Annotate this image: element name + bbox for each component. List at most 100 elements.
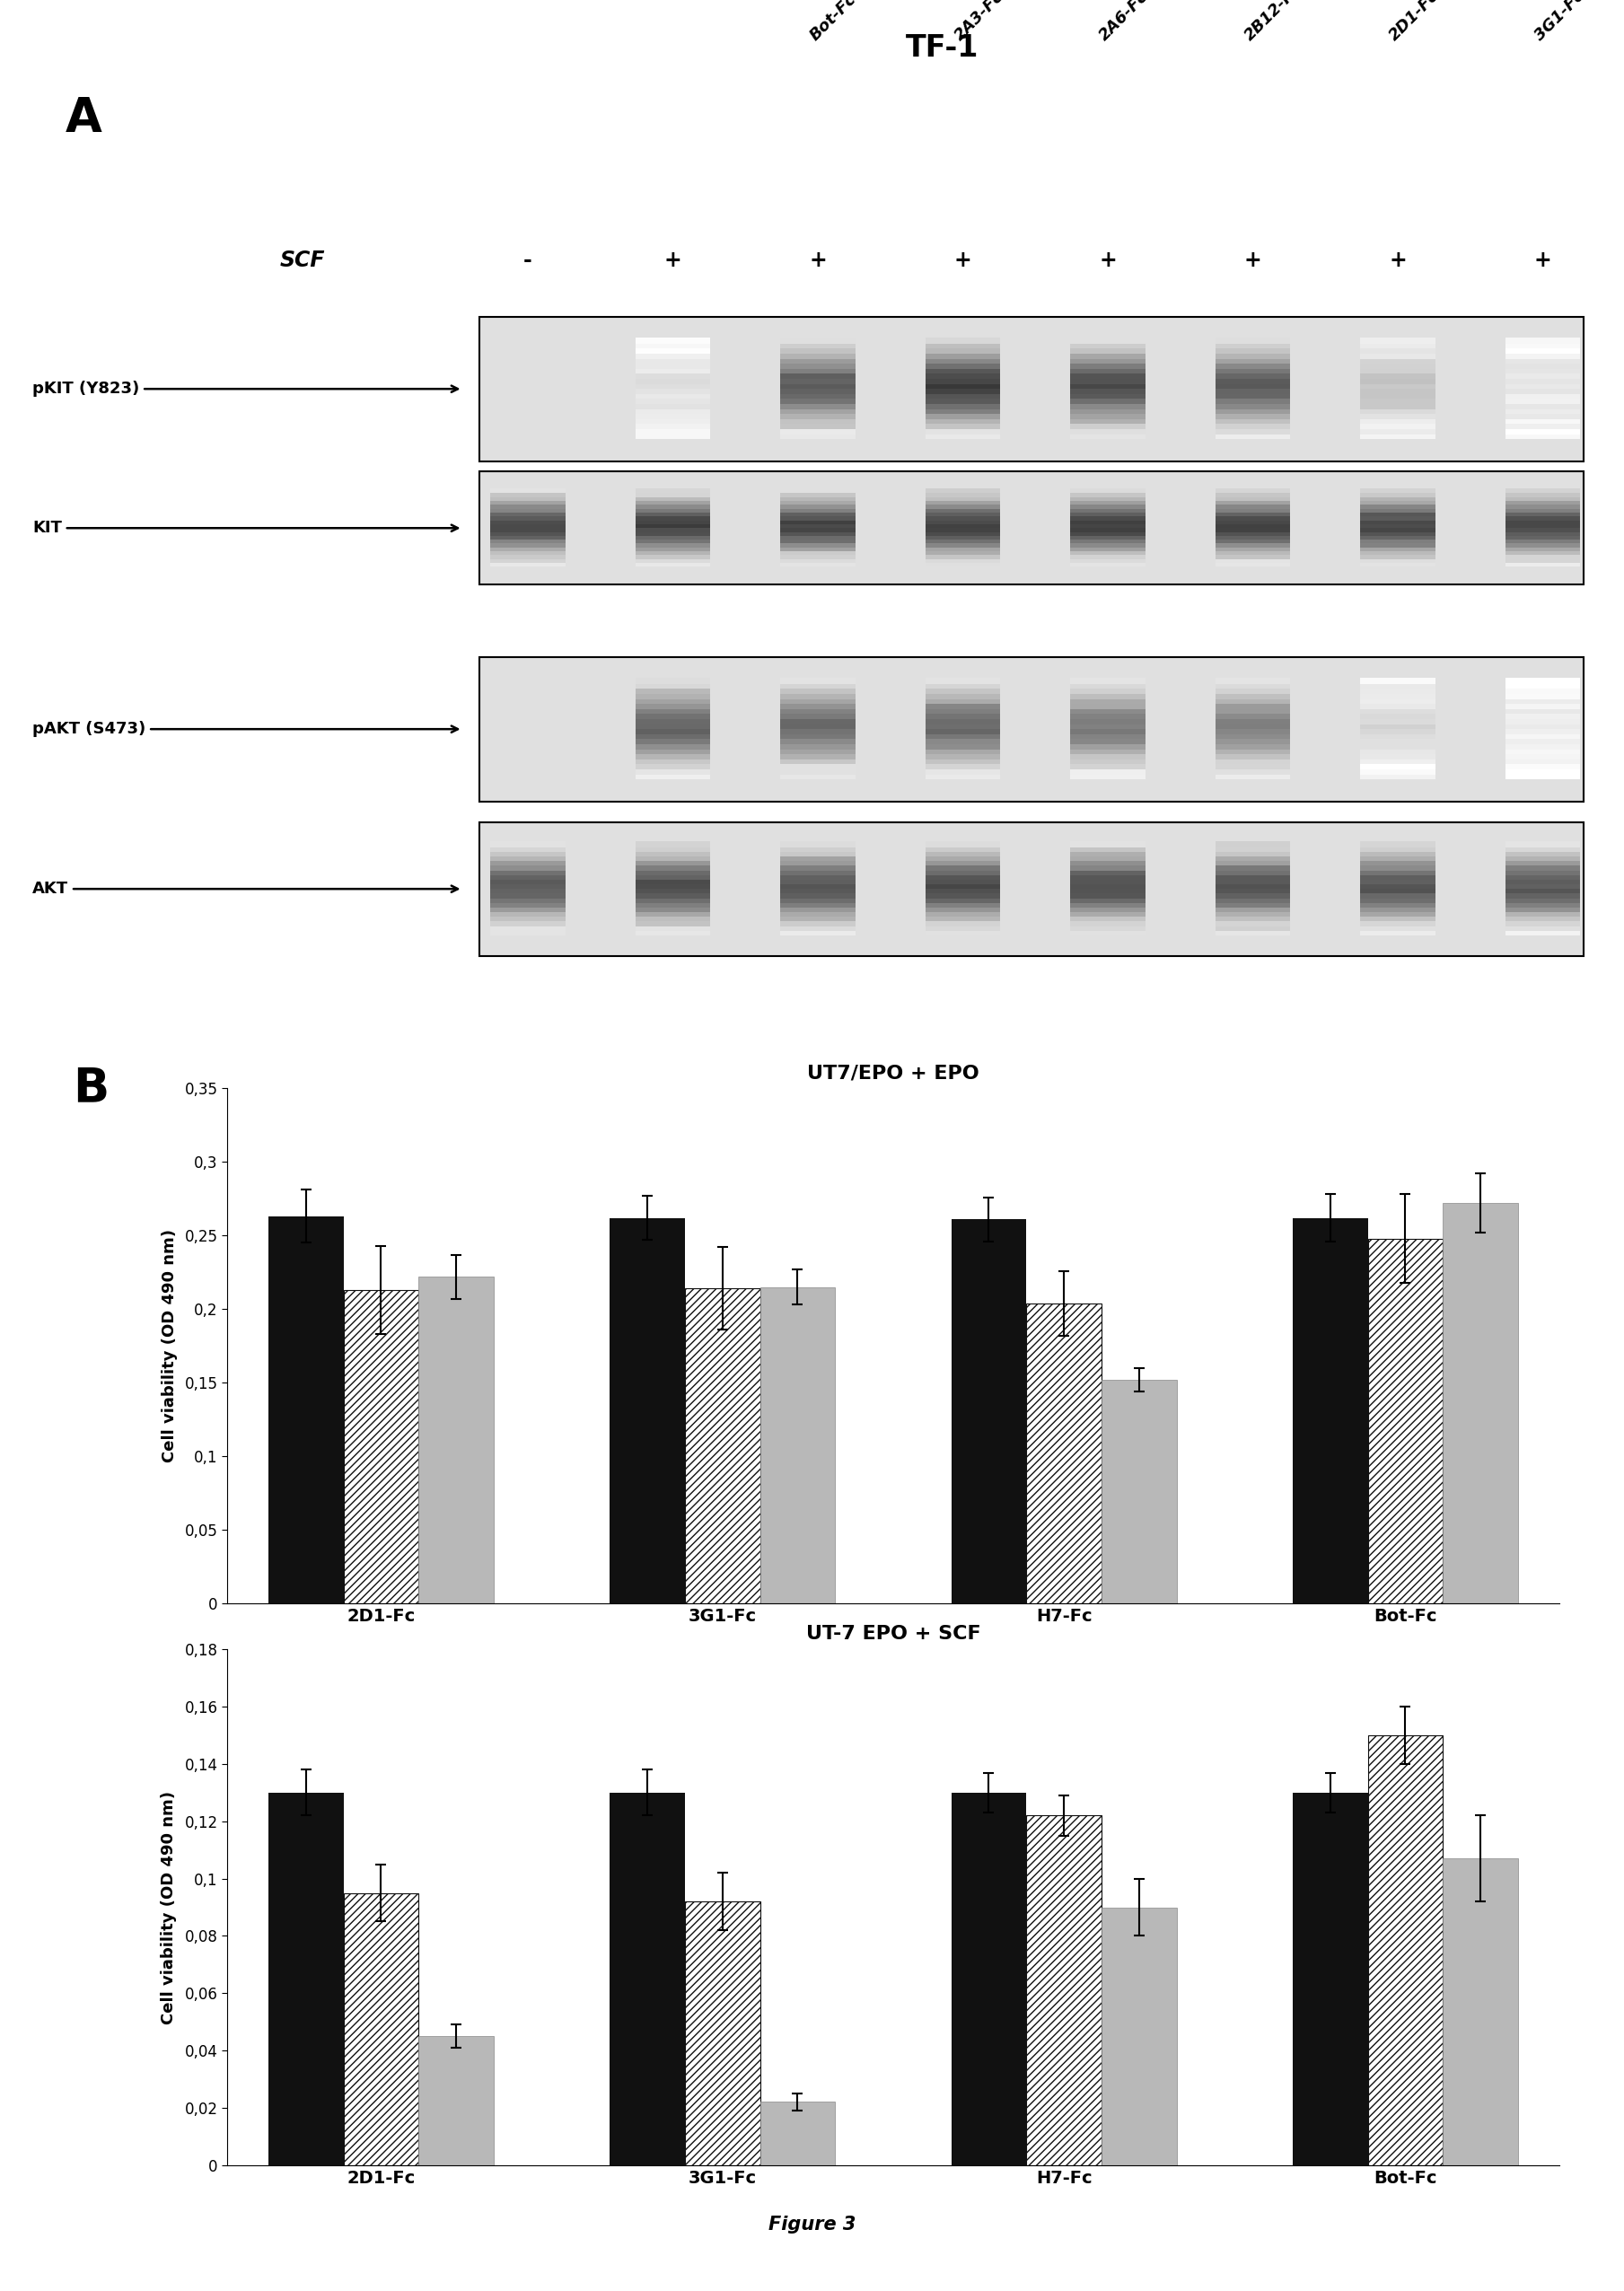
Bar bbox=[1505, 841, 1580, 848]
Bar bbox=[781, 767, 856, 774]
Title: UT7/EPO + EPO: UT7/EPO + EPO bbox=[807, 1063, 979, 1081]
Bar bbox=[490, 903, 565, 907]
Bar bbox=[635, 758, 710, 765]
Bar bbox=[1367, 1737, 1444, 2165]
Bar bbox=[781, 774, 856, 779]
Bar bbox=[1070, 907, 1145, 912]
Bar bbox=[926, 509, 1000, 513]
Bar bbox=[1361, 930, 1436, 935]
Bar bbox=[926, 687, 1000, 694]
Bar bbox=[781, 522, 856, 527]
Bar bbox=[1215, 873, 1289, 880]
Bar bbox=[1070, 703, 1145, 708]
Bar bbox=[490, 515, 565, 520]
Bar bbox=[1505, 850, 1580, 857]
Bar bbox=[490, 926, 565, 930]
Bar bbox=[635, 717, 710, 724]
Bar bbox=[781, 488, 856, 493]
Bar bbox=[781, 754, 856, 758]
Bar bbox=[1215, 559, 1289, 564]
Bar bbox=[1070, 893, 1145, 898]
Bar bbox=[1361, 873, 1436, 880]
Bar bbox=[1070, 545, 1145, 552]
Bar bbox=[926, 678, 1000, 685]
Bar bbox=[1215, 403, 1289, 410]
Bar bbox=[1505, 554, 1580, 559]
Bar bbox=[1215, 930, 1289, 935]
Text: KIT: KIT bbox=[32, 520, 458, 536]
Bar bbox=[1361, 678, 1436, 685]
Bar bbox=[781, 373, 856, 378]
Bar bbox=[1505, 534, 1580, 541]
Bar bbox=[635, 877, 710, 884]
Bar bbox=[635, 527, 710, 532]
Bar bbox=[635, 428, 710, 433]
Bar bbox=[781, 877, 856, 884]
Bar bbox=[635, 855, 710, 861]
Bar bbox=[926, 767, 1000, 774]
Bar bbox=[635, 859, 710, 866]
Bar bbox=[1215, 889, 1289, 893]
Bar bbox=[926, 543, 1000, 548]
Bar bbox=[490, 559, 565, 564]
Bar bbox=[781, 353, 856, 360]
Bar bbox=[781, 903, 856, 907]
Bar bbox=[781, 845, 856, 852]
Bar bbox=[268, 1792, 343, 2165]
Bar bbox=[635, 708, 710, 715]
Bar bbox=[1505, 369, 1580, 373]
Bar bbox=[1215, 903, 1289, 907]
Bar bbox=[635, 417, 710, 424]
Bar bbox=[1505, 912, 1580, 916]
Bar bbox=[1215, 678, 1289, 685]
Bar bbox=[1361, 692, 1436, 699]
Bar bbox=[1505, 417, 1580, 424]
Bar bbox=[781, 733, 856, 740]
Bar bbox=[1361, 433, 1436, 440]
Bar bbox=[1026, 1304, 1101, 1604]
Bar bbox=[635, 392, 710, 399]
Bar bbox=[781, 907, 856, 912]
Bar bbox=[781, 538, 856, 543]
Bar bbox=[490, 550, 565, 554]
Bar bbox=[635, 763, 710, 770]
Bar bbox=[926, 683, 1000, 690]
Bar bbox=[1070, 509, 1145, 513]
Bar bbox=[1361, 687, 1436, 694]
Bar bbox=[1505, 767, 1580, 774]
Bar bbox=[1215, 912, 1289, 916]
Bar bbox=[1215, 348, 1289, 353]
Bar bbox=[1215, 520, 1289, 525]
Bar bbox=[1361, 889, 1436, 893]
Bar bbox=[1070, 399, 1145, 403]
Text: B: B bbox=[73, 1065, 109, 1111]
Bar bbox=[635, 504, 710, 509]
Text: +: + bbox=[664, 250, 682, 270]
Text: pKIT (Y823): pKIT (Y823) bbox=[32, 380, 458, 396]
Bar bbox=[781, 898, 856, 903]
Bar bbox=[1505, 520, 1580, 525]
Bar bbox=[490, 561, 565, 566]
Bar bbox=[1361, 864, 1436, 871]
Bar bbox=[926, 855, 1000, 861]
Bar bbox=[1505, 497, 1580, 502]
Bar bbox=[926, 921, 1000, 926]
Bar bbox=[479, 472, 1583, 584]
Bar bbox=[490, 534, 565, 541]
Bar bbox=[635, 511, 710, 515]
Bar bbox=[926, 428, 1000, 433]
Bar bbox=[635, 850, 710, 857]
Bar bbox=[635, 353, 710, 360]
Bar bbox=[1215, 488, 1289, 493]
Bar bbox=[1215, 499, 1289, 504]
Bar bbox=[635, 378, 710, 385]
Bar bbox=[926, 733, 1000, 740]
Bar bbox=[1505, 907, 1580, 912]
Bar bbox=[781, 383, 856, 389]
Bar bbox=[781, 527, 856, 532]
Bar bbox=[1505, 868, 1580, 875]
Bar bbox=[490, 532, 565, 536]
Bar bbox=[1070, 403, 1145, 410]
Bar bbox=[1361, 733, 1436, 740]
Bar bbox=[1505, 337, 1580, 344]
